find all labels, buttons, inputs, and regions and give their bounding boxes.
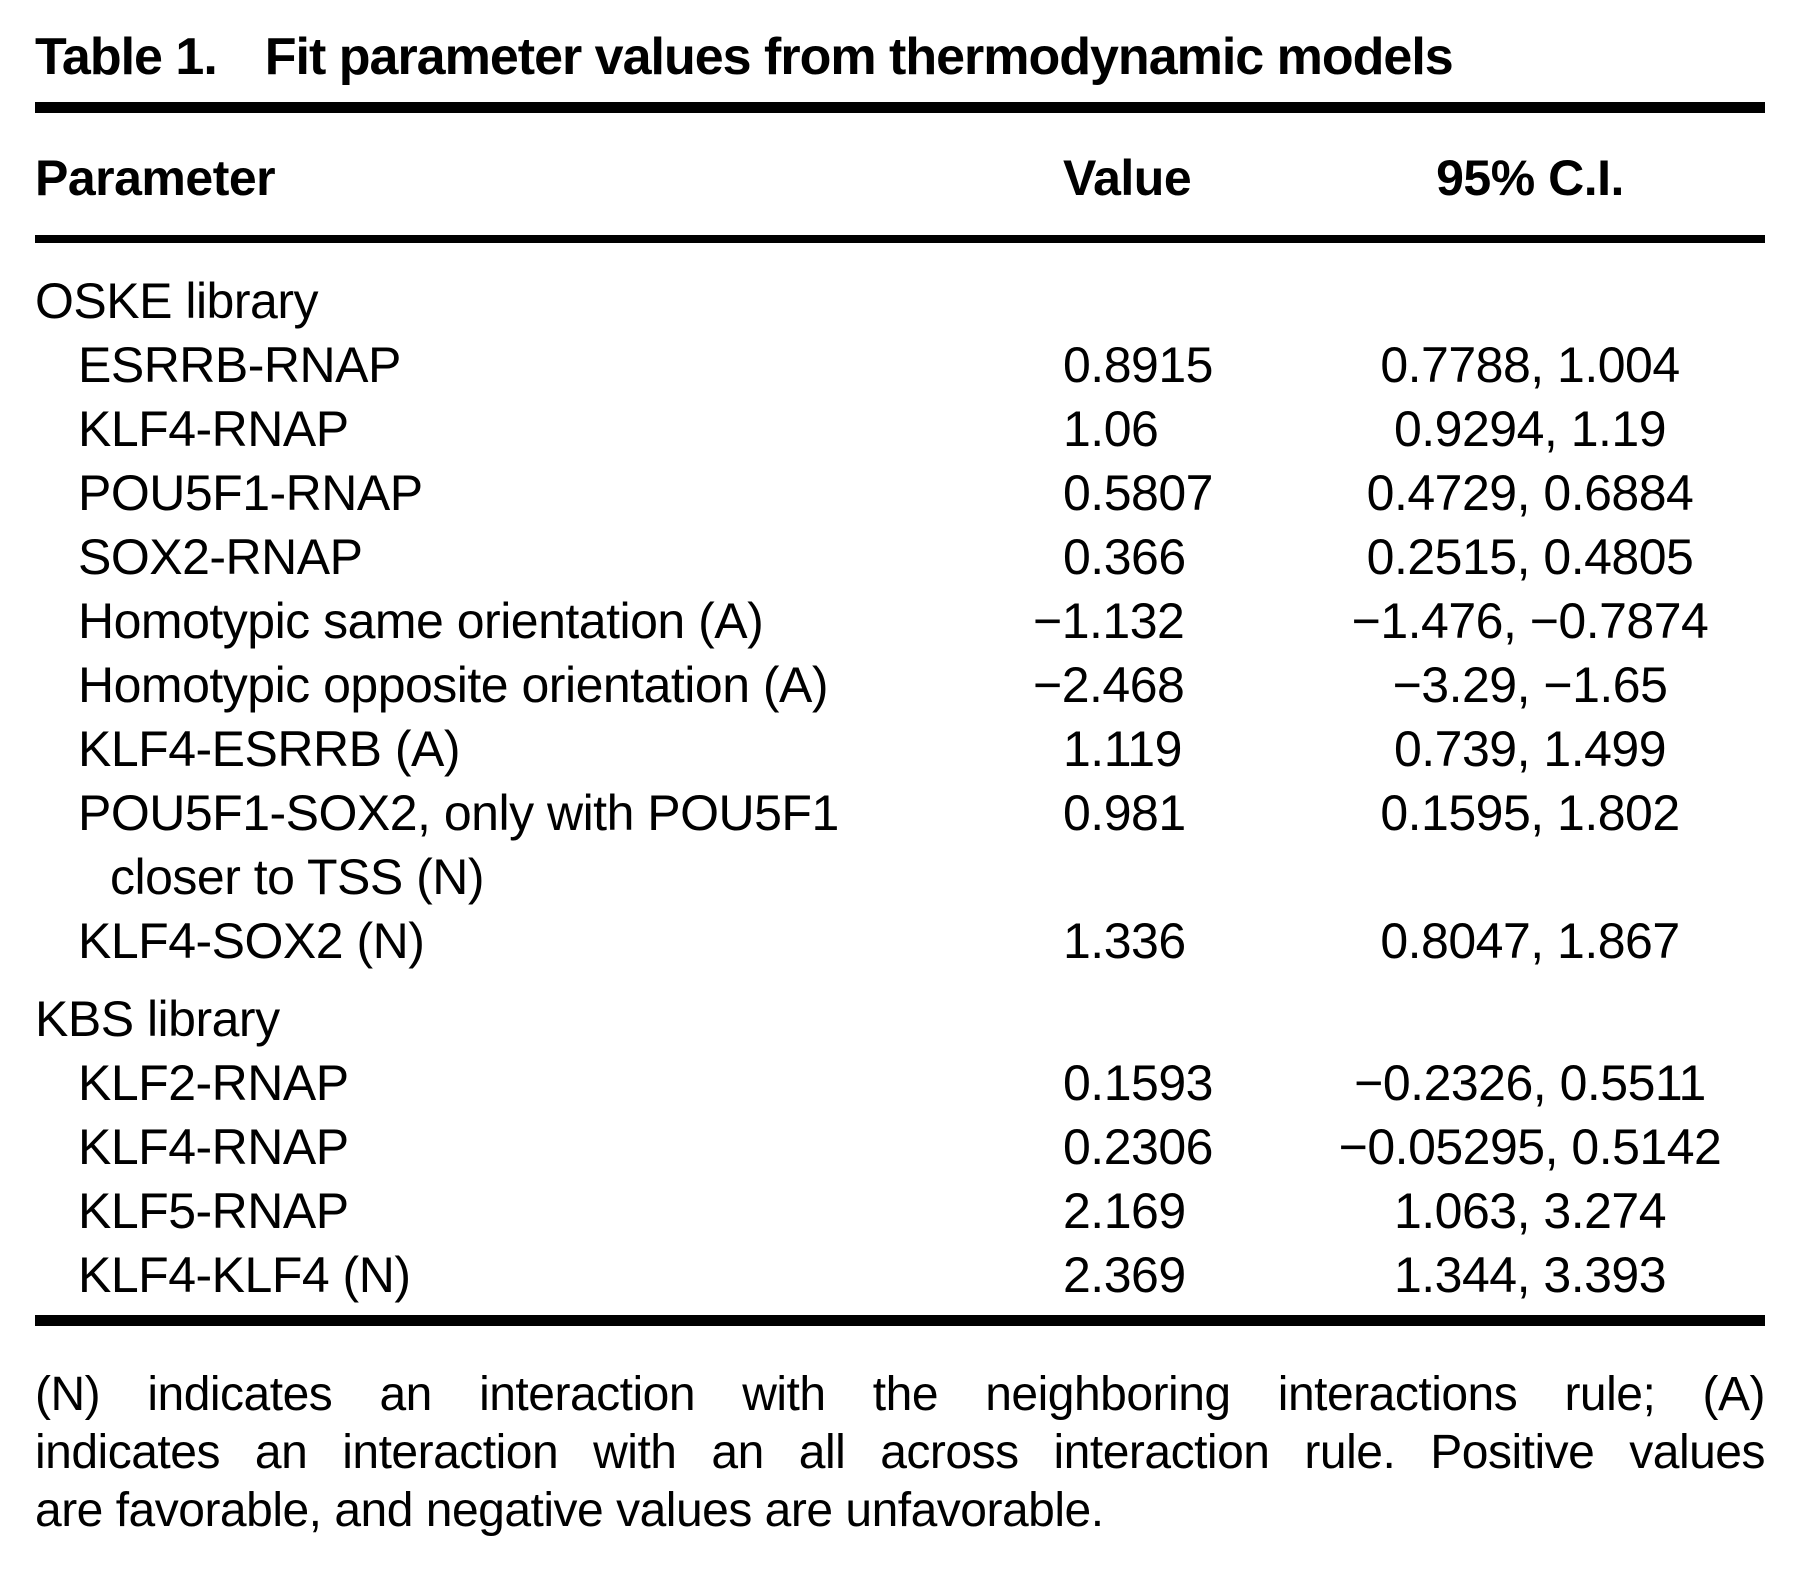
- table-row: KLF4-SOX2 (N) 1.336 0.8047, 1.867: [35, 909, 1765, 973]
- table-title: Table 1. Fit parameter values from thermo…: [35, 28, 1765, 86]
- bottom-rule: [35, 1315, 1765, 1326]
- table-row: KLF4-RNAP 0.2306 −0.05295, 0.5142: [35, 1115, 1765, 1179]
- section-header-kbs: KBS library: [35, 991, 280, 1047]
- ci-cell: 0.2515, 0.4805: [1366, 529, 1694, 585]
- ci-cell: −0.2326, 0.5511: [1354, 1055, 1706, 1111]
- footnote-line-2: indicates an interaction with an all acr…: [35, 1426, 1766, 1479]
- parameter-line-1: POU5F1-SOX2, only with POU5F1: [78, 785, 839, 841]
- parameter-cell: KLF5-RNAP: [78, 1183, 349, 1239]
- table-row: POU5F1-RNAP 0.5807 0.4729, 0.6884: [35, 461, 1765, 525]
- value-cell: 1.06: [1063, 401, 1159, 457]
- parameter-cell: SOX2-RNAP: [78, 529, 363, 585]
- parameter-cell: KLF4-RNAP: [78, 401, 349, 457]
- parameter-cell: Homotypic same orientation (A): [78, 593, 764, 649]
- parameter-cell: KLF4-KLF4 (N): [78, 1247, 411, 1303]
- column-header-row: Parameter Value 95% C.I.: [35, 153, 1765, 203]
- parameter-cell: KLF4-SOX2 (N): [78, 913, 425, 969]
- ci-cell: 1.344, 3.393: [1393, 1247, 1667, 1303]
- value-cell: −2.468: [1033, 657, 1185, 713]
- footnote-line-1: (N) indicates an interaction with the ne…: [35, 1368, 1766, 1421]
- ci-cell: 0.1595, 1.802: [1380, 785, 1680, 841]
- table-row: KLF2-RNAP 0.1593 −0.2326, 0.5511: [35, 1051, 1765, 1115]
- parameter-cell: Homotypic opposite orientation (A): [78, 657, 829, 713]
- ci-cell: −1.476, −0.7874: [1351, 593, 1709, 649]
- table-row: KLF4-ESRRB (A) 1.119 0.739, 1.499: [35, 717, 1765, 781]
- value-cell: 0.2306: [1063, 1119, 1213, 1175]
- value-cell: 1.336: [1063, 913, 1186, 969]
- ci-cell: 0.9294, 1.19: [1393, 401, 1667, 457]
- table-row: SOX2-RNAP 0.366 0.2515, 0.4805: [35, 525, 1765, 589]
- table-row: KLF4-RNAP 1.06 0.9294, 1.19: [35, 397, 1765, 461]
- value-cell: 0.366: [1063, 529, 1186, 585]
- header-rule: [35, 235, 1765, 243]
- table-title-label: Table 1.: [35, 28, 218, 86]
- parameter-cell: KLF4-ESRRB (A): [78, 721, 460, 777]
- table-body: OSKE library ESRRB-RNAP 0.8915 0.7788, 1…: [35, 269, 1765, 1307]
- ci-cell: 0.7788, 1.004: [1380, 337, 1680, 393]
- parameter-cell: POU5F1-RNAP: [78, 465, 423, 521]
- parameter-cell: KLF4-RNAP: [78, 1119, 349, 1175]
- section-header-oske: OSKE library: [35, 273, 318, 329]
- table-row: KLF4-KLF4 (N) 2.369 1.344, 3.393: [35, 1243, 1765, 1307]
- value-cell: 2.369: [1063, 1247, 1186, 1303]
- table-title-text: Fit parameter values from thermodynamic …: [264, 28, 1454, 86]
- footnote-line-3: are favorable, and negative values are u…: [35, 1484, 1104, 1537]
- top-rule: [35, 102, 1765, 113]
- value-cell: 0.5807: [1063, 465, 1213, 521]
- parameter-cell: KLF2-RNAP: [78, 1055, 349, 1111]
- table-row: KLF5-RNAP 2.169 1.063, 3.274: [35, 1179, 1765, 1243]
- ci-cell: 0.8047, 1.867: [1380, 913, 1680, 969]
- value-cell: −1.132: [1033, 593, 1185, 649]
- table-row: Homotypic opposite orientation (A) −2.46…: [35, 653, 1765, 717]
- table-row: POU5F1-SOX2, only with POU5F1 closer to …: [35, 781, 1765, 909]
- table-footnote: (N) indicates an interaction with the ne…: [35, 1366, 1766, 1540]
- parameter-cell: ESRRB-RNAP: [78, 337, 401, 393]
- value-cell: 0.981: [1063, 785, 1186, 841]
- ci-cell: 1.063, 3.274: [1393, 1183, 1667, 1239]
- table-row: Homotypic same orientation (A) −1.132 −1…: [35, 589, 1765, 653]
- value-cell: 2.169: [1063, 1183, 1186, 1239]
- column-header-value: Value: [1063, 150, 1192, 206]
- table-row: ESRRB-RNAP 0.8915 0.7788, 1.004: [35, 333, 1765, 397]
- ci-cell: 0.4729, 0.6884: [1366, 465, 1694, 521]
- column-header-ci: 95% C.I.: [1436, 150, 1624, 206]
- parameter-cell: POU5F1-SOX2, only with POU5F1 closer to …: [35, 781, 995, 909]
- ci-cell: −0.05295, 0.5142: [1338, 1119, 1722, 1175]
- parameter-line-2: closer to TSS (N): [110, 849, 485, 905]
- value-cell: 0.8915: [1063, 337, 1213, 393]
- column-header-parameter: Parameter: [35, 150, 276, 206]
- value-cell: 1.119: [1063, 721, 1182, 777]
- value-cell: 0.1593: [1063, 1055, 1213, 1111]
- ci-cell: 0.739, 1.499: [1393, 721, 1667, 777]
- ci-cell: −3.29, −1.65: [1392, 657, 1668, 713]
